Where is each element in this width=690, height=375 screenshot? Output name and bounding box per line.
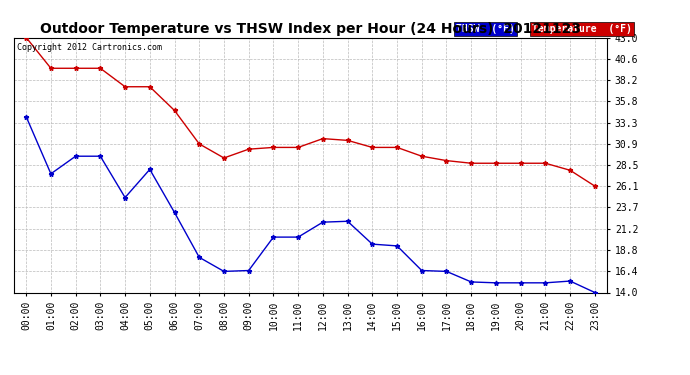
Text: Copyright 2012 Cartronics.com: Copyright 2012 Cartronics.com (17, 43, 161, 52)
Text: THSW  (°F): THSW (°F) (456, 24, 515, 34)
Title: Outdoor Temperature vs THSW Index per Hour (24 Hours)  20121123: Outdoor Temperature vs THSW Index per Ho… (40, 22, 581, 36)
Text: Temperature  (°F): Temperature (°F) (532, 24, 632, 34)
